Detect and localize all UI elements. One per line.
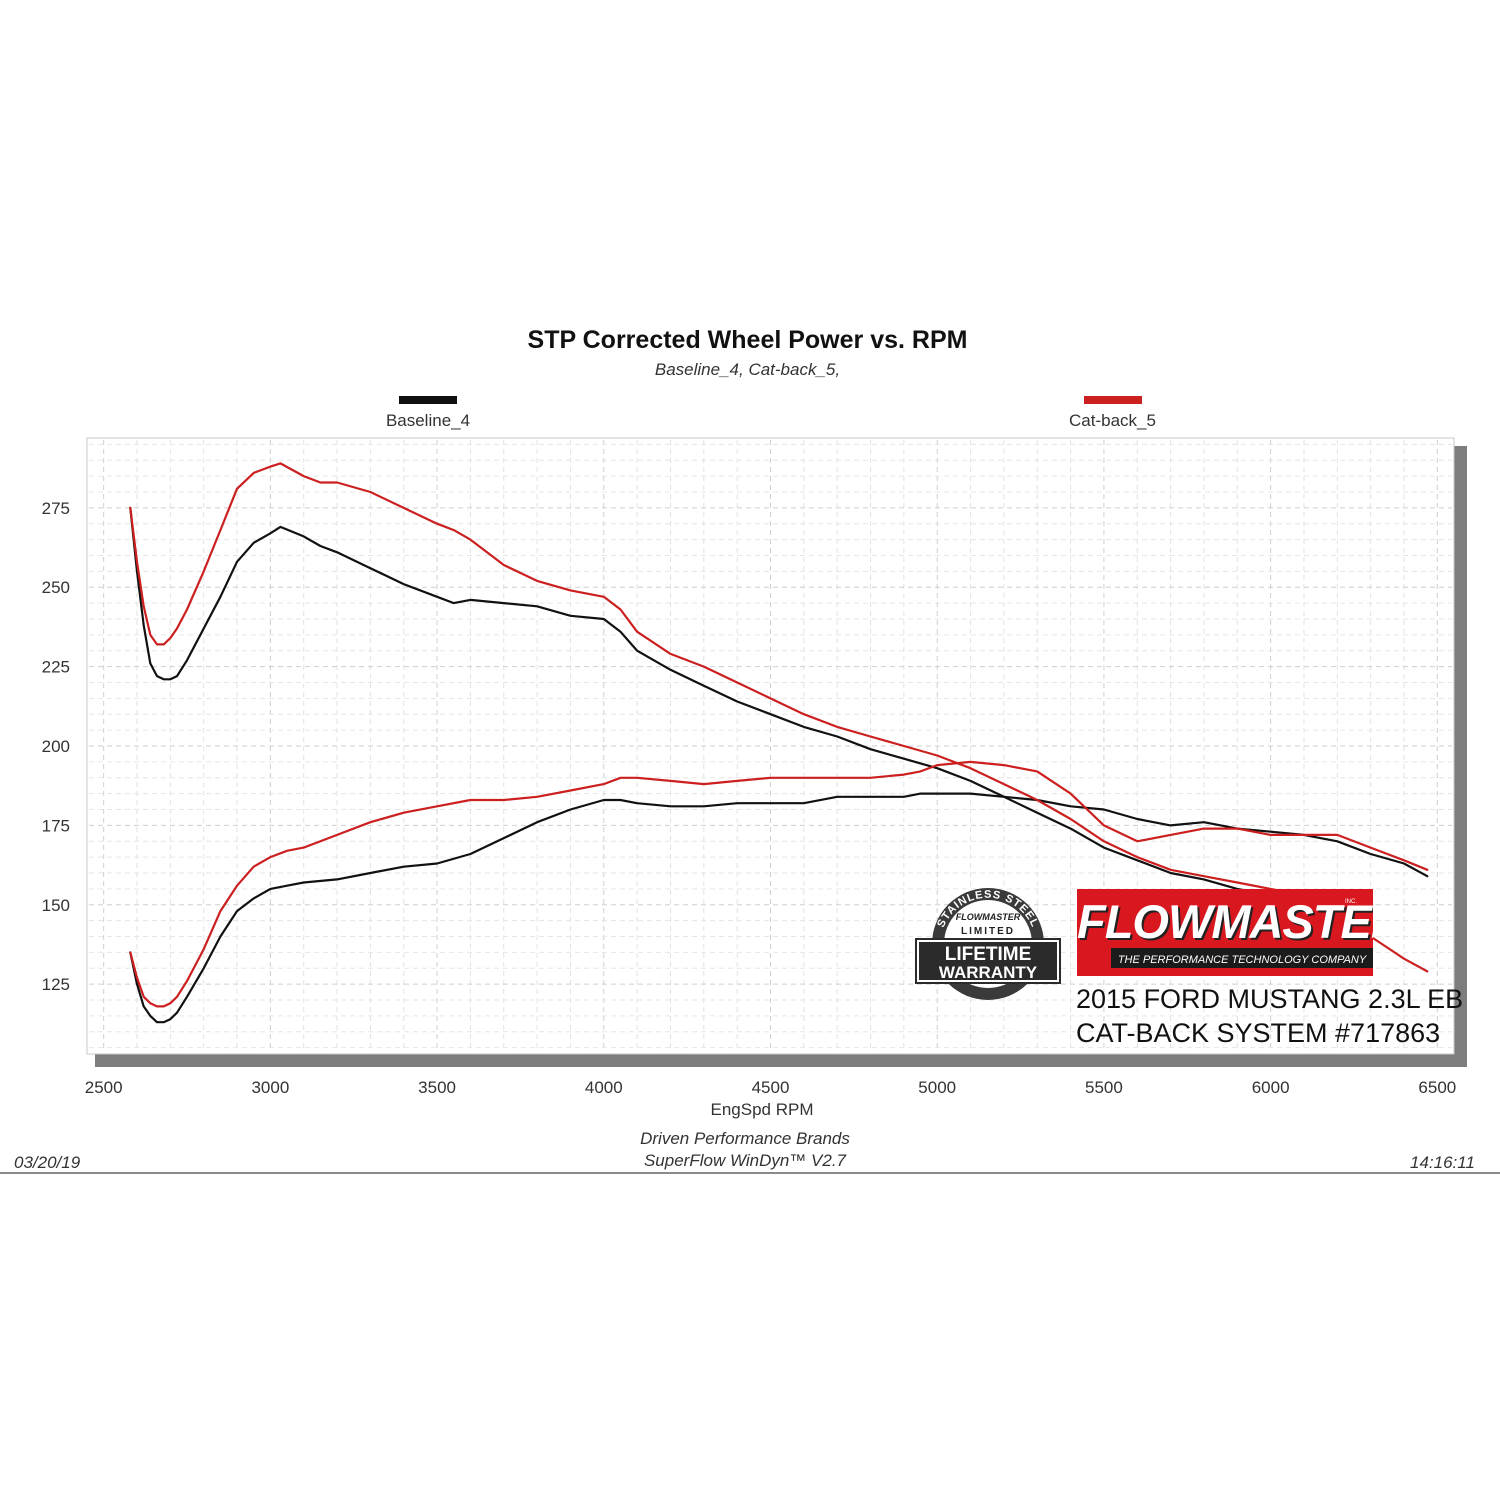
legend-label-baseline: Baseline_4 — [385, 411, 471, 430]
x-tick-label: 2500 — [85, 1078, 123, 1097]
car-model-text: 2015 FORD MUSTANG 2.3L EB — [1076, 984, 1464, 1014]
series-line-catback-2 — [129, 760, 1429, 1008]
series-lines — [129, 462, 1429, 1024]
badge-brand-text: FLOWMASTER — [956, 912, 1021, 922]
footer-date: 03/20/19 — [14, 1153, 81, 1172]
footer-software: SuperFlow WinDyn™ V2.7 — [643, 1151, 847, 1170]
y-tick-label: 225 — [42, 658, 70, 677]
y-tick-label: 275 — [42, 499, 70, 518]
x-axis-label: EngSpd RPM — [711, 1100, 814, 1119]
y-tick-label: 200 — [42, 737, 70, 756]
footer-company: Driven Performance Brands — [640, 1129, 850, 1148]
x-tick-label: 3500 — [418, 1078, 456, 1097]
footer-time: 14:16:11 — [1410, 1153, 1475, 1172]
badge-line1-text: LIFETIME — [945, 944, 1032, 965]
badge-line2-text: WARRANTY — [939, 963, 1038, 982]
chart-subtitle: Baseline_4, Cat-back_5, — [654, 360, 841, 379]
flowmaster-logo-tagline: THE PERFORMANCE TECHNOLOGY COMPANY — [1117, 954, 1367, 966]
chart-title: STP Corrected Wheel Power vs. RPM — [527, 326, 968, 354]
x-tick-label: 3000 — [251, 1078, 289, 1097]
x-tick-label: 5000 — [918, 1078, 956, 1097]
series-line-baseline-2 — [129, 792, 1429, 1024]
legend-label-catback: Cat-back_5 — [1069, 411, 1156, 430]
legend-item-baseline: Baseline_4 — [373, 396, 483, 431]
flowmaster-logo-text: FLOWMASTER — [1077, 895, 1373, 948]
series-line-baseline-1 — [129, 506, 1306, 903]
system-number-text: CAT-BACK SYSTEM #717863 — [1076, 1018, 1441, 1048]
flowmaster-logo: FLOWMASTER INC. THE PERFORMANCE TECHNOLO… — [1077, 889, 1373, 976]
legend-item-catback: Cat-back_5 — [1055, 396, 1170, 431]
footer-divider — [0, 1172, 1500, 1174]
legend-swatch-baseline — [399, 396, 457, 404]
grid — [89, 440, 1452, 1052]
series-line-catback-1 — [129, 462, 1429, 973]
x-tick-label: 6000 — [1252, 1078, 1290, 1097]
warranty-badge: STAINLESS STEEL FLOWMASTER LIMITED LIFET… — [915, 884, 1061, 1006]
y-tick-label: 150 — [42, 896, 70, 915]
x-tick-label: 6500 — [1418, 1078, 1456, 1097]
legend-swatch-catback — [1083, 396, 1142, 404]
flowmaster-logo-strip — [1111, 948, 1373, 968]
flowmaster-logo-inc: INC. — [1345, 899, 1357, 905]
x-tick-label: 4000 — [585, 1078, 623, 1097]
axis-ticks: 125 150 175 200 225 250 275 2500 3000 3500 4000 450… — [42, 499, 1457, 1097]
x-tick-label: 4500 — [752, 1078, 790, 1097]
y-tick-label: 175 — [42, 816, 70, 835]
y-tick-label: 250 — [42, 578, 70, 597]
x-tick-label: 5500 — [1085, 1078, 1123, 1097]
y-tick-label: 125 — [42, 975, 70, 994]
badge-limited-text: LIMITED — [961, 926, 1015, 937]
